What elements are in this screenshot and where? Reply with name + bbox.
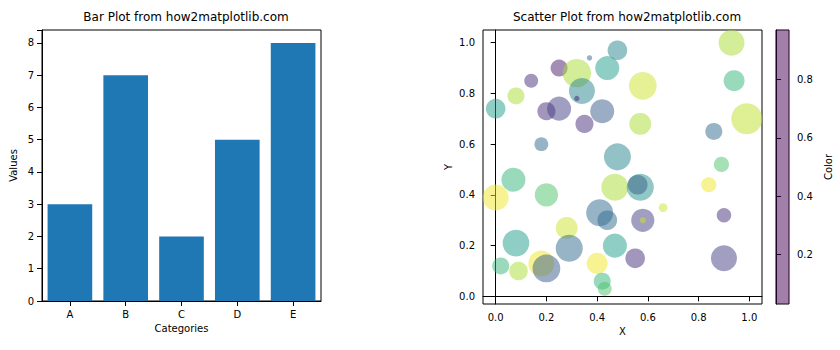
svg-text:Color: Color xyxy=(823,153,834,180)
svg-text:1: 1 xyxy=(28,263,34,274)
svg-text:Scatter Plot from how2matplotl: Scatter Plot from how2matplotlib.com xyxy=(513,10,741,24)
svg-text:0.6: 0.6 xyxy=(797,132,813,143)
svg-text:0.8: 0.8 xyxy=(691,312,707,323)
svg-text:1.0: 1.0 xyxy=(741,312,757,323)
svg-text:D: D xyxy=(233,309,241,320)
svg-text:0.6: 0.6 xyxy=(640,312,656,323)
svg-text:X: X xyxy=(619,326,626,337)
svg-text:1.0: 1.0 xyxy=(459,37,475,48)
svg-text:0.2: 0.2 xyxy=(797,249,813,260)
svg-text:0.8: 0.8 xyxy=(797,74,813,85)
svg-text:A: A xyxy=(66,309,73,320)
svg-text:7: 7 xyxy=(28,70,34,81)
svg-text:Values: Values xyxy=(8,149,19,182)
svg-text:E: E xyxy=(290,309,296,320)
svg-text:0.0: 0.0 xyxy=(488,312,504,323)
svg-text:6: 6 xyxy=(28,102,34,113)
svg-text:Categories: Categories xyxy=(155,323,209,334)
svg-text:4: 4 xyxy=(28,166,34,177)
svg-text:0: 0 xyxy=(28,296,34,307)
svg-text:3: 3 xyxy=(28,199,34,210)
svg-text:0.2: 0.2 xyxy=(459,240,475,251)
svg-text:8: 8 xyxy=(28,37,34,48)
svg-text:0.4: 0.4 xyxy=(797,191,813,202)
svg-text:0.2: 0.2 xyxy=(538,312,554,323)
svg-text:0.8: 0.8 xyxy=(459,88,475,99)
svg-text:Y: Y xyxy=(443,163,454,171)
svg-text:0.6: 0.6 xyxy=(459,139,475,150)
svg-text:Bar Plot from how2matplotlib.c: Bar Plot from how2matplotlib.com xyxy=(83,10,288,24)
svg-text:C: C xyxy=(178,309,185,320)
svg-text:0.4: 0.4 xyxy=(589,312,605,323)
svg-text:0.0: 0.0 xyxy=(459,291,475,302)
svg-text:B: B xyxy=(122,309,129,320)
svg-text:2: 2 xyxy=(28,231,34,242)
svg-text:5: 5 xyxy=(28,134,34,145)
svg-text:0.4: 0.4 xyxy=(459,189,475,200)
